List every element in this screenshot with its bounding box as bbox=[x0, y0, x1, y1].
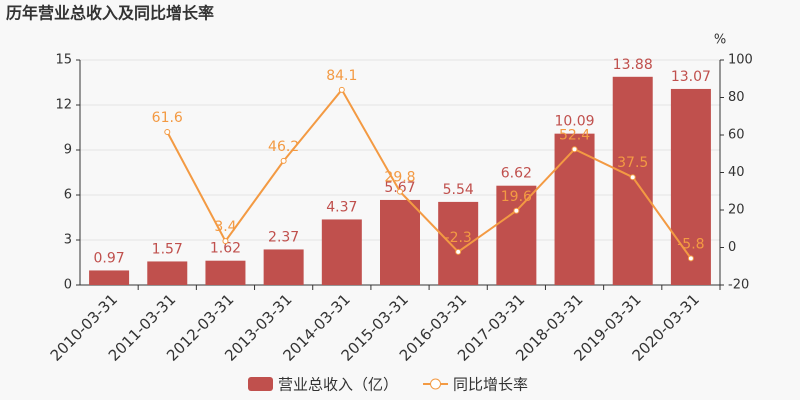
bar bbox=[612, 76, 653, 285]
bar bbox=[205, 260, 246, 285]
legend-item: 同比增长率 bbox=[423, 376, 528, 394]
legend-label: 同比增长率 bbox=[453, 376, 528, 394]
bar-value-label: 4.37 bbox=[326, 199, 357, 215]
y-tick-label: 0 bbox=[64, 278, 72, 293]
bar-value-label: 13.88 bbox=[613, 57, 653, 73]
bar-value-label: 5.54 bbox=[443, 182, 474, 198]
y-tick-label: 15 bbox=[55, 53, 72, 68]
y-tick-label: 12 bbox=[55, 98, 72, 113]
legend-label: 营业总收入（亿） bbox=[278, 376, 398, 394]
legend-swatch-point bbox=[430, 378, 442, 390]
chart-title: 历年营业总收入及同比增长率 bbox=[6, 4, 214, 23]
line-point bbox=[455, 248, 462, 255]
y-tick-label: 9 bbox=[64, 143, 72, 158]
line-point bbox=[222, 238, 229, 245]
bar bbox=[147, 261, 188, 285]
bar bbox=[670, 88, 711, 285]
line-value-label: 61.6 bbox=[152, 110, 183, 126]
line-point bbox=[687, 255, 694, 262]
line-value-label: 84.1 bbox=[326, 68, 357, 84]
legend-swatch bbox=[248, 377, 273, 391]
line-point bbox=[397, 188, 403, 195]
bar-value-label: 6.62 bbox=[501, 166, 532, 182]
bar bbox=[321, 219, 362, 285]
line-value-label: 46.2 bbox=[268, 139, 299, 155]
bar bbox=[380, 199, 420, 285]
line-value-label: 37.5 bbox=[617, 155, 648, 171]
line-value-label: -5.8 bbox=[677, 236, 704, 252]
bar-value-label: 13.07 bbox=[671, 69, 711, 85]
y2-tick-label: 40 bbox=[728, 165, 745, 180]
line-point bbox=[513, 207, 520, 214]
line-point bbox=[280, 157, 287, 164]
y2-tick-label: -20 bbox=[728, 278, 749, 293]
bar bbox=[89, 270, 130, 285]
y2-tick-label: 100 bbox=[728, 53, 753, 68]
legend-item: 营业总收入（亿） bbox=[248, 376, 398, 394]
line-value-label: 29.8 bbox=[384, 170, 415, 186]
y-tick-label: 3 bbox=[64, 233, 72, 248]
line-point bbox=[571, 146, 578, 153]
line-point bbox=[164, 129, 171, 135]
line-point bbox=[338, 86, 345, 93]
bar bbox=[554, 133, 595, 285]
y2-tick-label: 60 bbox=[728, 128, 745, 143]
bar-value-label: 10.09 bbox=[554, 114, 594, 130]
bar-value-label: 1.57 bbox=[152, 241, 183, 257]
y-tick-label: 6 bbox=[64, 188, 72, 203]
y2-tick-label: 0 bbox=[728, 240, 736, 255]
bar-value-label: 5.67 bbox=[384, 180, 415, 196]
bar-value-label: 0.97 bbox=[94, 250, 125, 266]
y2-tick-label: 80 bbox=[728, 90, 745, 105]
bar-value-label: 2.37 bbox=[268, 229, 299, 245]
bar bbox=[496, 185, 537, 285]
bar-value-label: 1.62 bbox=[210, 241, 241, 257]
line-value-label: -2.3 bbox=[445, 230, 472, 246]
line-value-label: 3.4 bbox=[214, 219, 236, 235]
y2-axis-unit: % bbox=[714, 33, 726, 48]
y2-tick-label: 20 bbox=[728, 203, 745, 218]
line-point bbox=[629, 174, 636, 181]
line bbox=[166, 88, 692, 259]
line-value-label: 52.4 bbox=[559, 127, 590, 143]
line-value-label: 19.6 bbox=[501, 189, 532, 205]
bar bbox=[263, 249, 304, 285]
